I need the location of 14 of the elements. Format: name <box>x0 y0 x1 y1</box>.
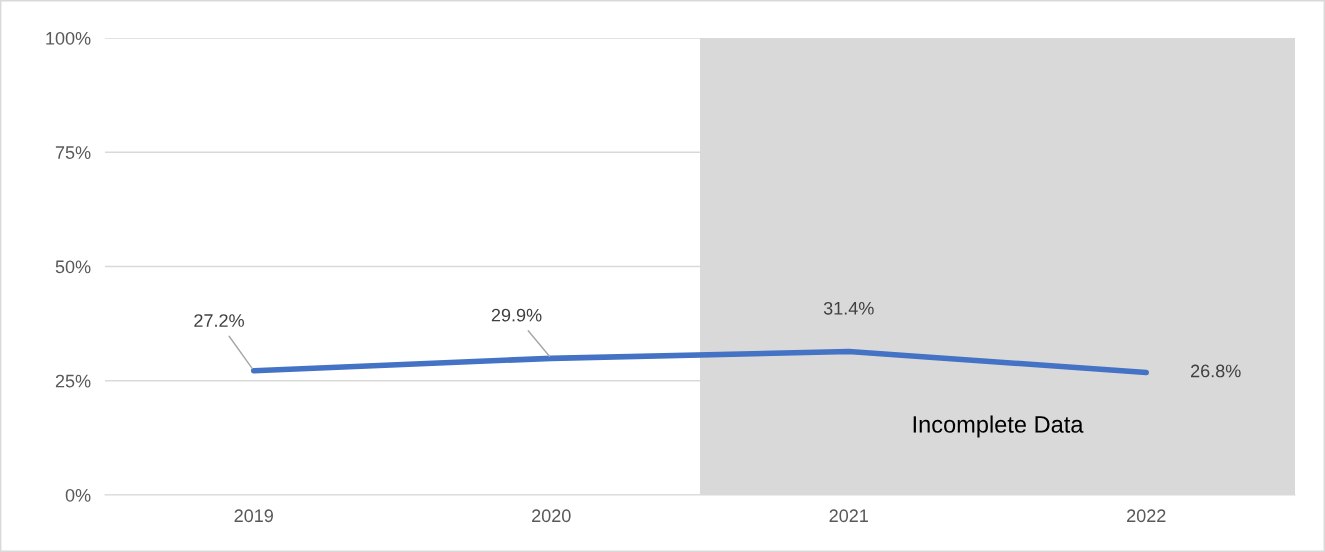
text: 31.4% <box>823 301 874 315</box>
y-tick-label: 75% <box>55 146 91 159</box>
y-tick-label: 25% <box>55 374 91 388</box>
x-tick-label: 2019 <box>234 509 273 523</box>
x-tick-label: 2020 <box>532 509 571 523</box>
y-tick-label: 50% <box>55 260 91 274</box>
text: 27.2% <box>194 314 244 327</box>
x-tick-label: 2021 <box>829 509 868 523</box>
x-tick-label: 2022 <box>1127 509 1166 523</box>
y-tick-label: 0% <box>65 488 91 502</box>
band-label: Incomplete Data <box>913 415 1084 438</box>
y-tick-label: 100% <box>46 31 91 45</box>
text: 26.8% <box>1191 364 1241 378</box>
text: 29.9% <box>491 308 542 322</box>
